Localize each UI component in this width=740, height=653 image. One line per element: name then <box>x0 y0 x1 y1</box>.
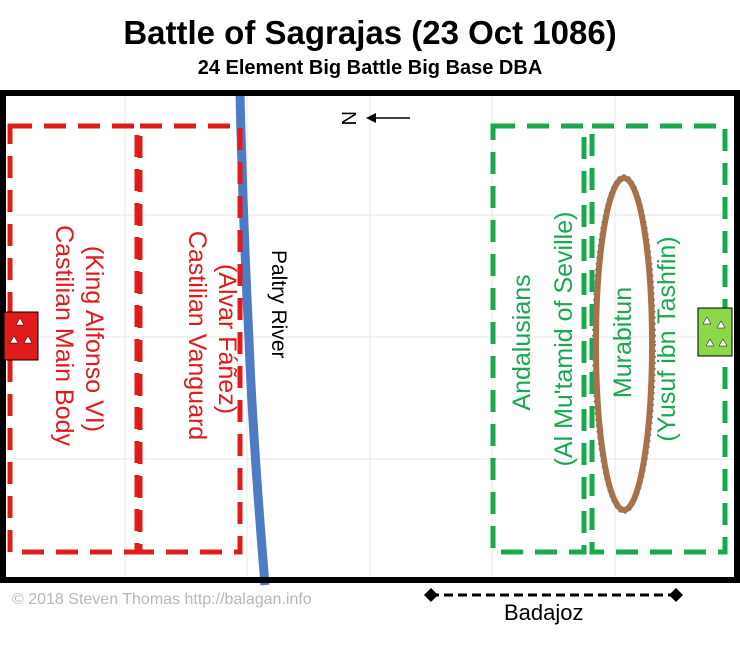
north-arrow-icon <box>366 113 410 123</box>
badajoz-exit-marker <box>424 588 683 602</box>
map-subtitle: 24 Element Big Battle Big Base DBA <box>197 57 543 79</box>
river <box>235 92 270 586</box>
copyright-text: © 2018 Steven Thomas http://balagan.info <box>12 591 312 608</box>
murabitun-oval <box>593 175 655 513</box>
andalusians-label: Andalusians (Al Mu'tamid of Seville) <box>508 212 578 467</box>
murabitun-label: Murabitun (Yusuf ibn Tashfin) <box>609 236 681 441</box>
north-label: N <box>337 111 359 125</box>
green-camp-icon <box>697 307 733 357</box>
andalusians-box <box>490 123 587 555</box>
murabitun-oval-dots <box>592 174 656 514</box>
castilian-main-body-label: Castilian Main Body (King Alfonso VI) <box>50 225 108 453</box>
badajoz-label: Badajoz <box>504 600 584 625</box>
river-label: Paltry River <box>267 250 290 359</box>
board-border <box>0 90 740 583</box>
castilian-vanguard-label: Castilian Vanguard (Álvar Fáñez) <box>183 231 242 447</box>
red-camp-icon <box>3 311 39 361</box>
map-title: Battle of Sagrajas (23 Oct 1086) <box>123 14 617 51</box>
castilian-vanguard-box <box>137 123 243 555</box>
